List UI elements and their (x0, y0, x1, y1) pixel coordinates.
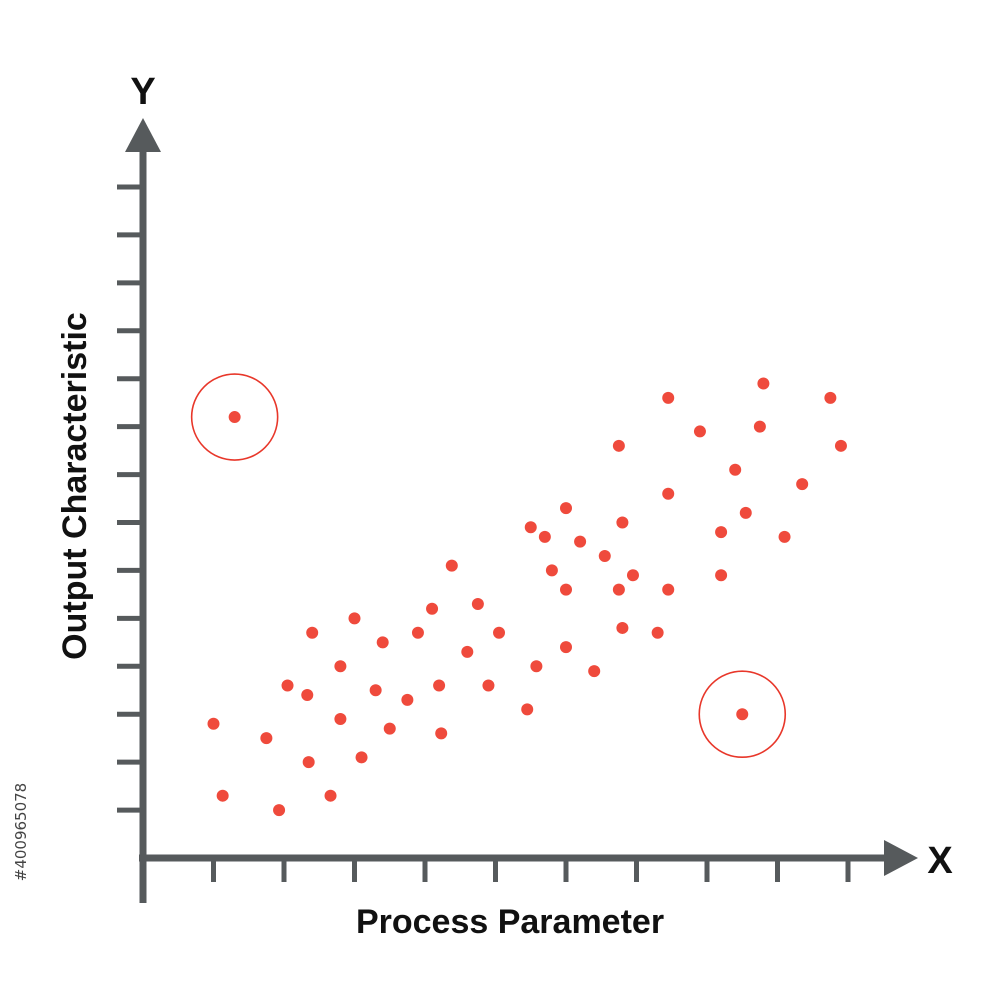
data-point (376, 636, 389, 649)
outlier-ring (190, 373, 279, 461)
data-point (612, 439, 625, 452)
data-point (524, 521, 537, 534)
data-point (281, 679, 294, 692)
data-point (588, 665, 601, 678)
data-point (334, 660, 347, 673)
data-point (612, 583, 625, 596)
data-point (530, 660, 543, 673)
ticks (117, 184, 851, 882)
outlier-ring (698, 670, 787, 759)
data-point (445, 559, 458, 572)
data-points (207, 377, 847, 817)
data-point (538, 530, 551, 543)
data-point (334, 713, 347, 726)
outlier-highlights (190, 373, 787, 759)
data-point (355, 751, 368, 764)
data-point (426, 602, 439, 615)
data-point (715, 526, 728, 539)
data-point (753, 420, 766, 433)
data-point (616, 516, 629, 529)
data-point (778, 530, 791, 543)
data-point (216, 789, 229, 802)
data-point (435, 727, 448, 740)
data-point (729, 463, 742, 476)
x-axis-letter: X (927, 840, 953, 882)
data-point (369, 684, 382, 697)
y-axis-arrowhead (125, 118, 161, 152)
data-point (598, 550, 611, 563)
data-point (411, 626, 424, 639)
data-point (493, 626, 506, 639)
outlier-point (736, 708, 749, 721)
stock-id-watermark: #400965078 (12, 783, 30, 881)
data-point (260, 732, 273, 745)
y-axis-letter: Y (130, 71, 155, 113)
data-point (560, 583, 572, 596)
data-point (302, 756, 315, 769)
data-point (824, 391, 837, 404)
axes (125, 118, 918, 903)
data-point (545, 564, 558, 577)
data-point (662, 487, 675, 500)
data-point (651, 626, 664, 639)
x-axis-arrowhead (884, 840, 918, 876)
data-point (796, 478, 809, 491)
data-point (693, 425, 706, 438)
data-point (834, 439, 847, 452)
data-point (482, 679, 495, 692)
data-point (471, 597, 484, 610)
data-point (662, 391, 675, 404)
data-point (626, 569, 639, 582)
outlier-point (228, 411, 241, 424)
data-point (433, 679, 446, 692)
data-point (207, 717, 220, 730)
data-point (560, 502, 572, 515)
x-axis-label: Process Parameter (356, 903, 664, 941)
data-point (715, 569, 728, 582)
data-point (324, 789, 337, 802)
data-point (521, 703, 534, 716)
data-point (574, 535, 587, 548)
data-point (301, 689, 314, 702)
data-point (306, 626, 319, 639)
data-point (348, 612, 361, 625)
data-point (616, 621, 629, 634)
data-point (401, 693, 414, 706)
data-point (560, 641, 572, 654)
data-point (757, 377, 770, 390)
data-point (383, 722, 396, 735)
data-point (662, 583, 675, 596)
y-axis-label: Output Characteristic (56, 312, 94, 660)
data-point (273, 804, 286, 817)
data-point (461, 645, 474, 658)
data-point (739, 506, 752, 519)
